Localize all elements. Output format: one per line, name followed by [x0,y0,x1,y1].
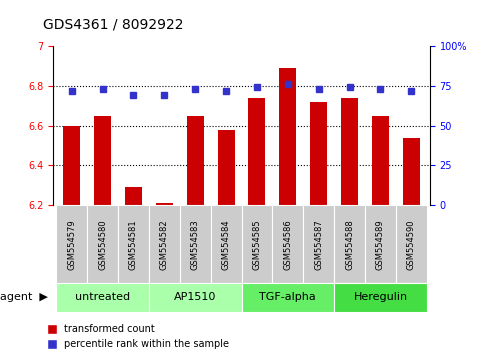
Text: GSM554580: GSM554580 [98,219,107,270]
Text: GSM554585: GSM554585 [253,219,261,270]
Text: agent  ▶: agent ▶ [0,292,48,302]
Text: GDS4361 / 8092922: GDS4361 / 8092922 [43,18,184,32]
Bar [279,68,296,205]
Bar [310,102,327,205]
Bar [396,205,427,283]
Bar [217,130,235,205]
Text: GSM554590: GSM554590 [407,219,416,269]
Text: GSM554582: GSM554582 [160,219,169,270]
Bar [118,205,149,283]
Bar [149,283,242,312]
Text: GSM554587: GSM554587 [314,219,323,270]
Text: Heregulin: Heregulin [354,292,408,302]
Text: GSM554583: GSM554583 [191,219,199,270]
Bar [403,138,420,205]
Bar [334,283,427,312]
Bar [94,116,111,205]
Bar [156,203,173,205]
Bar [242,283,334,312]
Bar [334,205,365,283]
Text: untreated: untreated [75,292,130,302]
Bar [56,283,149,312]
Bar [211,205,242,283]
Bar [303,205,334,283]
Bar [125,187,142,205]
Bar [365,205,396,283]
Text: GSM554579: GSM554579 [67,219,76,270]
Bar [248,98,266,205]
Text: GSM554586: GSM554586 [284,219,292,270]
Bar [372,116,389,205]
Text: TGF-alpha: TGF-alpha [259,292,316,302]
Text: GSM554589: GSM554589 [376,219,385,270]
Bar [180,205,211,283]
Legend: transformed count, percentile rank within the sample: transformed count, percentile rank withi… [48,324,229,349]
Text: GSM554584: GSM554584 [222,219,230,270]
Bar [149,205,180,283]
Bar [187,116,204,205]
Bar [341,98,358,205]
Bar [56,205,87,283]
Bar [63,126,80,205]
Bar [242,205,272,283]
Text: GSM554581: GSM554581 [129,219,138,270]
Bar [87,205,118,283]
Text: GSM554588: GSM554588 [345,219,354,270]
Text: AP1510: AP1510 [174,292,216,302]
Bar [272,205,303,283]
